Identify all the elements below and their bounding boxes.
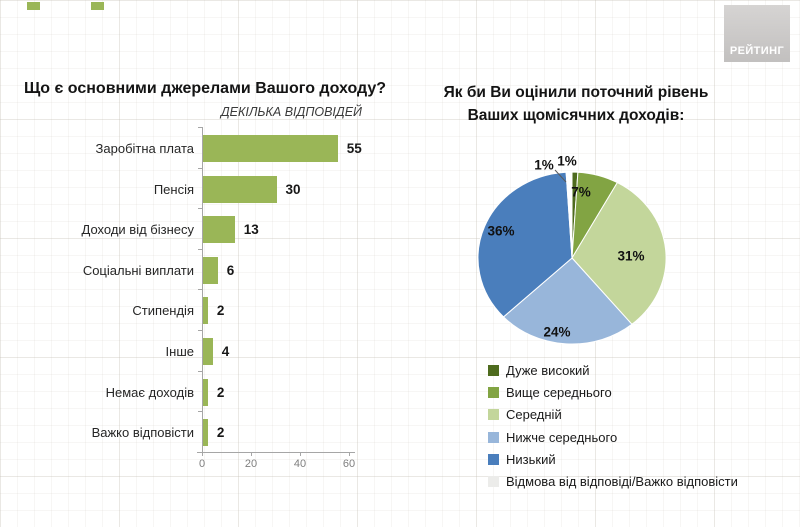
legend-item: Нижче середнього (488, 426, 738, 448)
legend-label: Низький (506, 451, 556, 467)
legend-label: Відмова від відповіді/Важко відповісти (506, 474, 738, 490)
legend-item: Низький (488, 448, 738, 470)
legend-swatch (488, 409, 499, 421)
legend-item: Відмова від відповіді/Важко відповісти (488, 470, 738, 492)
legend-swatch (488, 364, 499, 376)
category-axis-tick (198, 411, 203, 413)
category-axis-tick (198, 248, 203, 250)
pie-title-line1: Як би Ви оцінили поточний рівень (443, 84, 709, 101)
value-axis-tick-label: 20 (244, 458, 258, 470)
bar (203, 256, 218, 284)
bar-value-label: 2 (216, 425, 225, 441)
value-axis-line (197, 452, 355, 453)
legend-item: Дуже високий (488, 359, 738, 381)
bar-plot-area: Заробітна плата 55 Пенсія 30 Доходи від бізн… (20, 127, 392, 482)
rating-group-logo: РЕЙТИНГ (724, 5, 790, 62)
bar-category-label: Соціальні виплати (82, 262, 194, 278)
bar-value-label: 6 (226, 262, 235, 278)
pie-chart-title: Як би Ви оцінили поточний рівень Ваших щ… (431, 81, 721, 127)
legend-label: Вище середнього (506, 384, 612, 400)
legend-swatch (488, 431, 499, 443)
bar (203, 419, 208, 447)
bar (203, 216, 235, 244)
pie-percent-label: 1% (557, 153, 577, 169)
bar-category-label: Інше (165, 344, 194, 359)
bar (203, 338, 213, 365)
bar-category-label: Заробітна плата (95, 141, 194, 156)
bar-value-label: 2 (216, 303, 225, 319)
legend-swatch (488, 476, 499, 488)
bar (203, 378, 208, 406)
pie-title-line2: Ваших щомісячних доходів: (467, 107, 685, 124)
legend-item: Середній (488, 404, 738, 426)
rating-logo-label: РЕЙТИНГ (729, 45, 785, 57)
pie-slice (477, 171, 573, 318)
pie-legend: Дуже високий Вище середнього Середній Нижче… (488, 359, 738, 493)
category-axis-tick (198, 330, 203, 331)
value-axis-tick (349, 452, 350, 456)
bar (203, 135, 338, 162)
decor-green-square (91, 2, 104, 10)
legend-item: Вище середнього (488, 381, 738, 403)
value-axis-tick (300, 452, 301, 456)
bar (203, 297, 208, 325)
bar (203, 175, 277, 203)
bar-value-label: 55 (346, 141, 362, 156)
pie-percent-label: 1% (534, 157, 554, 173)
pie-percent-label: 36% (487, 223, 515, 239)
bar-category-label: Стипендія (132, 303, 194, 319)
value-axis-tick-label: 0 (198, 458, 206, 470)
bar-category-label: Немає доходів (105, 384, 194, 400)
bar-value-label: 30 (285, 181, 301, 197)
bar-chart-subtitle: ДЕКІЛЬКА ВІДПОВІДЕЙ (220, 105, 362, 119)
bar-value-label: 13 (243, 222, 259, 238)
pie-percent-label: 31% (617, 248, 645, 264)
category-axis-tick (198, 451, 203, 453)
bar-value-label: 2 (216, 384, 225, 400)
bar-category-label: Важко відповісти (91, 425, 194, 441)
category-axis-tick (198, 167, 203, 169)
bar-category-label: Доходи від бізнесу (81, 222, 195, 238)
category-axis-tick (198, 127, 203, 128)
pie-percent-label: 24% (543, 324, 571, 340)
legend-swatch (488, 453, 499, 465)
value-axis-tick (202, 452, 203, 456)
category-axis-tick (198, 289, 203, 291)
bar-value-label: 4 (221, 344, 230, 359)
legend-swatch (488, 386, 499, 398)
legend-label: Середній (506, 407, 562, 423)
bar-category-label: Пенсія (153, 181, 194, 197)
bar-chart-title: Що є основними джерелами Вашого доходу? (24, 80, 387, 97)
value-axis-tick (251, 452, 252, 456)
legend-label: Нижче середнього (506, 429, 618, 445)
pie-label-leader-line (554, 169, 567, 183)
category-axis-tick (198, 208, 203, 210)
value-axis-tick-label: 60 (342, 458, 356, 470)
legend-label: Дуже високий (506, 362, 590, 378)
category-axis-tick (198, 370, 203, 372)
value-axis-tick-label: 40 (293, 458, 307, 470)
decor-green-square (27, 2, 40, 10)
pie-percent-label: 7% (571, 184, 591, 200)
